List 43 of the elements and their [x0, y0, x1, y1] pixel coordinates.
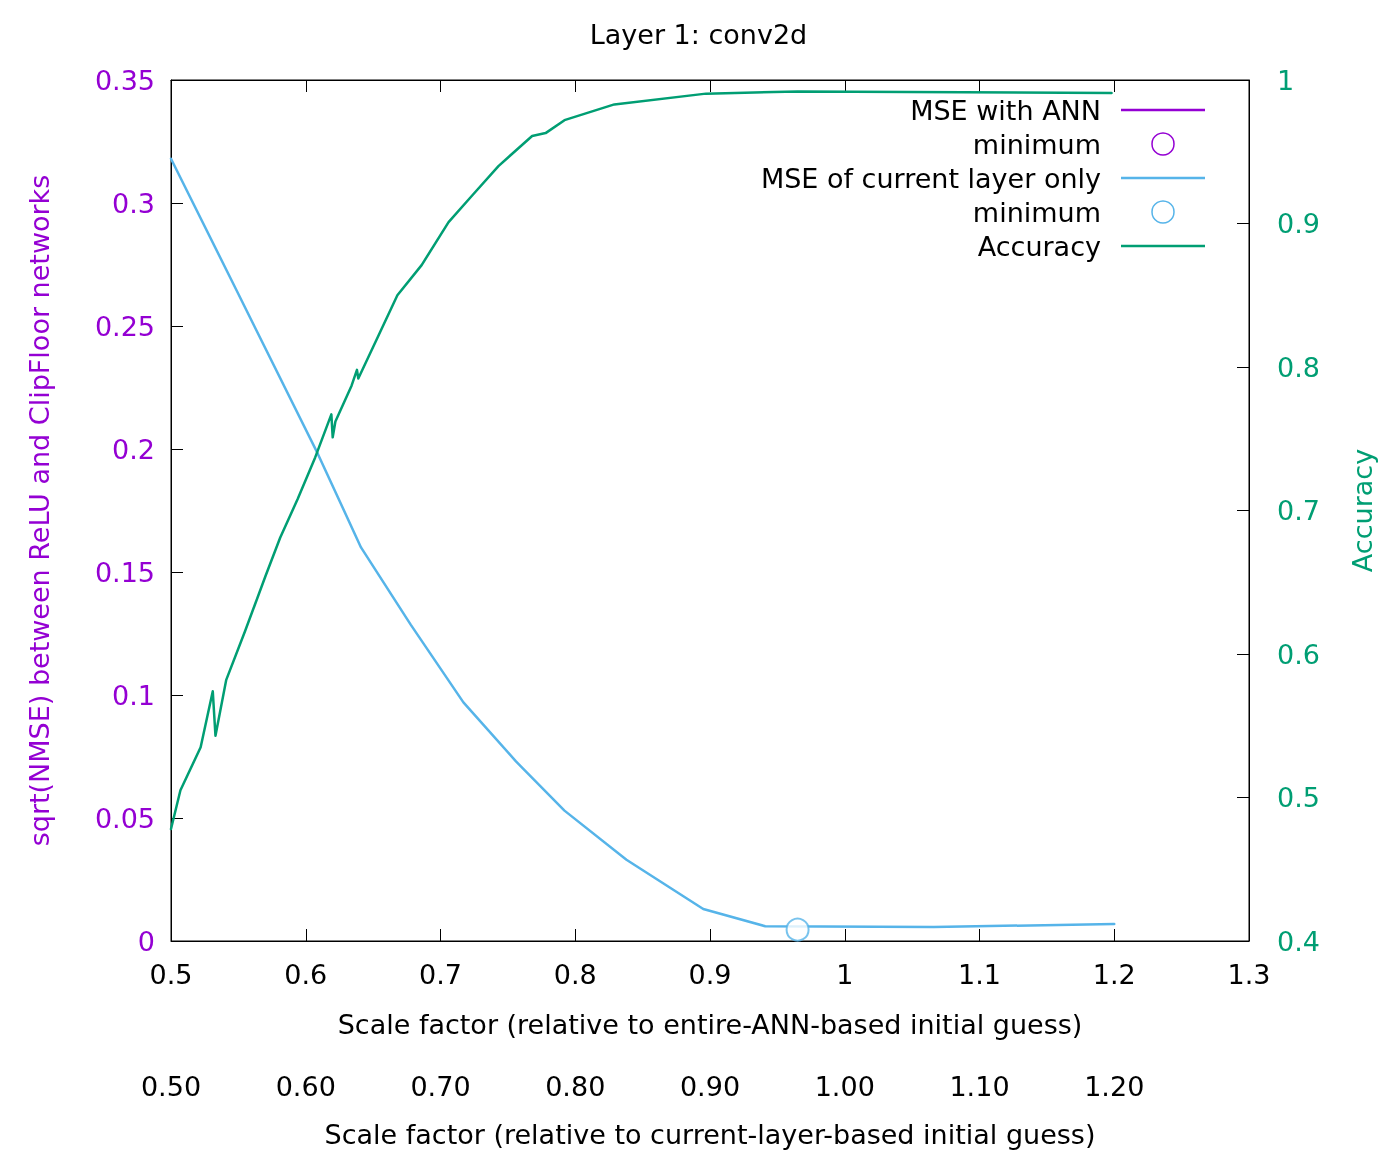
y2-tick-label: 0.7: [1277, 495, 1320, 526]
y-tick-label: 0.35: [94, 64, 155, 96]
x-tick-label: 0.6: [284, 959, 328, 990]
y-tick-label: 0.15: [94, 556, 155, 588]
y-tick-label: 0: [137, 925, 155, 957]
x-tick-label: 0.9: [688, 959, 732, 990]
x2-tick-label: 0.70: [410, 1071, 471, 1102]
y-axis-title: sqrt(NMSE) between ReLU and ClipFloor networks: [24, 174, 55, 847]
x-tick-label: 1: [836, 959, 854, 990]
x2-tick-label: 1.00: [814, 1071, 875, 1102]
legend-label: Accuracy: [977, 230, 1102, 262]
y2-tick-label: 0.4: [1277, 925, 1320, 957]
x2-axis-title: Scale factor (relative to current-layer-based initial guess): [324, 1119, 1096, 1150]
x-axis-title: Scale factor (relative to entire-ANN-based initial guess): [337, 1009, 1083, 1040]
x-tick-label: 0.5: [149, 959, 193, 990]
y2-tick-label: 0.6: [1277, 638, 1320, 670]
x2-tick-label: 0.50: [140, 1071, 202, 1102]
y2-tick-label: 0.9: [1277, 208, 1320, 239]
x-tick-label: 0.7: [419, 959, 462, 990]
x-tick-label: 1.1: [958, 959, 1001, 990]
legend-label: MSE with ANN: [910, 94, 1101, 126]
x2-tick-label: 1.20: [1084, 1071, 1145, 1102]
y2-tick-label: 0.8: [1277, 351, 1320, 383]
x-tick-label: 1.3: [1227, 959, 1271, 990]
chart-title: Layer 1: conv2d: [589, 19, 808, 50]
y-tick-label: 0.05: [94, 802, 155, 834]
line-series: [169, 90, 1113, 831]
legend-label: minimum: [972, 128, 1101, 160]
x-tick-label: 0.8: [553, 959, 597, 990]
y-tick-label: 0.1: [112, 679, 155, 711]
y-tick-label: 0.2: [112, 433, 155, 465]
x2-tick-label: 0.60: [275, 1071, 336, 1102]
y-tick-label: 0.25: [94, 310, 155, 342]
x-tick-label: 1.2: [1092, 959, 1136, 990]
y2-tick-label: 0.5: [1277, 782, 1320, 813]
x2-tick-label: 0.80: [545, 1071, 606, 1102]
x2-tick-label: 0.90: [679, 1071, 741, 1102]
legend-label: minimum: [972, 196, 1101, 228]
legend-label: MSE of current layer only: [760, 162, 1102, 194]
y2-axis-title: Accuracy: [1347, 448, 1378, 573]
y2-tick-label: 1: [1277, 64, 1295, 96]
y-tick-label: 0.3: [112, 187, 155, 219]
x2-tick-label: 1.10: [949, 1071, 1010, 1102]
